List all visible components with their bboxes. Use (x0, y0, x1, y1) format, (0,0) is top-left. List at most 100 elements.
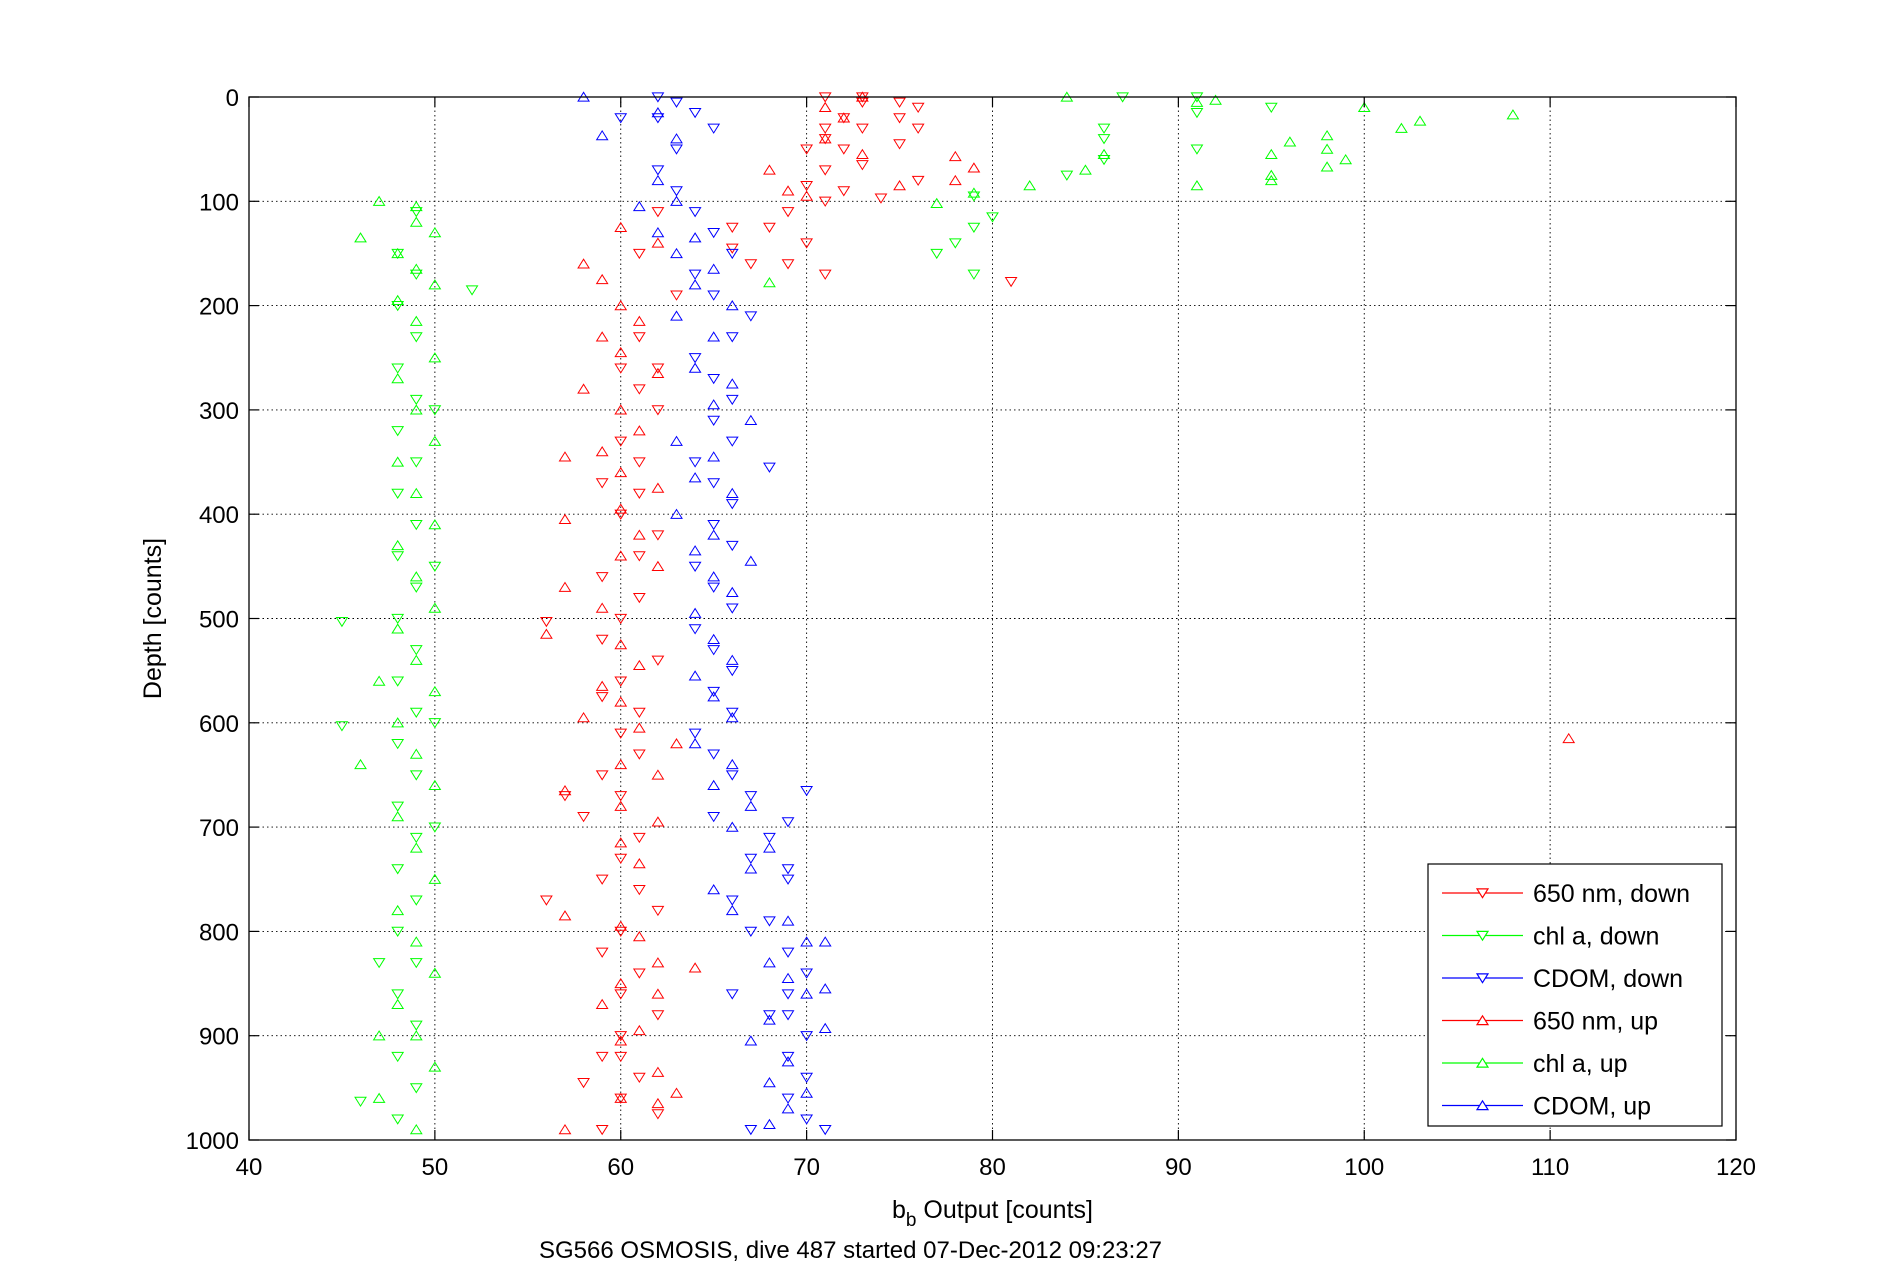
data-point (837, 186, 851, 197)
data-point (391, 1051, 405, 1063)
data-point (651, 560, 665, 571)
data-point (409, 645, 423, 656)
data-point (670, 144, 683, 155)
data-point (632, 722, 646, 733)
data-point (725, 248, 739, 260)
data-point (818, 1022, 832, 1034)
data-point (670, 133, 683, 144)
data-point (409, 958, 423, 969)
data-point (632, 248, 646, 260)
data-point (539, 628, 553, 639)
data-point (409, 332, 423, 343)
data-point (409, 315, 423, 326)
data-point (651, 1097, 665, 1109)
data-point (651, 405, 665, 416)
data-point (614, 800, 628, 811)
data-point (725, 654, 739, 665)
data-point (651, 113, 665, 124)
data-point (539, 617, 553, 628)
data-point (781, 972, 795, 983)
data-point (354, 232, 367, 243)
data-point (632, 315, 646, 326)
series-cdom-down (614, 92, 832, 1136)
data-point (725, 378, 739, 389)
data-point (614, 466, 628, 478)
data-point (391, 989, 405, 1000)
data-point (614, 728, 628, 739)
series-650-nm-up (539, 91, 1576, 1135)
data-point (688, 457, 702, 468)
data-point (707, 373, 721, 385)
data-point (725, 586, 739, 598)
data-point (595, 273, 609, 285)
y-axis-label: Depth [counts] (139, 538, 167, 699)
data-point (577, 812, 590, 823)
legend-marker (1475, 973, 1490, 984)
data-point (763, 957, 776, 968)
data-point (1395, 122, 1408, 133)
data-point (409, 748, 423, 759)
data-point (707, 290, 721, 301)
data-point (967, 269, 981, 280)
data-point (707, 227, 721, 239)
data-point (818, 196, 832, 207)
data-point (725, 436, 739, 447)
data-point (651, 905, 665, 917)
data-point (391, 426, 405, 437)
x-tick-label: 60 (607, 1154, 634, 1181)
data-point (725, 821, 739, 832)
data-point (409, 200, 423, 212)
data-point (893, 113, 906, 124)
x-axis-label-subscript: b (906, 1210, 917, 1231)
data-point (614, 613, 628, 625)
data-point (707, 571, 721, 582)
data-point (651, 207, 665, 218)
y-tick-label: 300 (199, 398, 239, 425)
data-point (967, 191, 981, 202)
x-axis-label-rest: Output [counts] (916, 1196, 1093, 1224)
data-point (967, 222, 981, 233)
data-point (967, 162, 981, 173)
data-point (688, 353, 702, 364)
data-point (818, 133, 832, 144)
data-point (651, 988, 665, 999)
data-point (763, 164, 776, 175)
data-point (595, 874, 609, 885)
data-point (391, 551, 405, 562)
data-point (651, 237, 665, 248)
data-point (409, 571, 423, 582)
data-point (651, 174, 665, 186)
x-tick-label: 50 (422, 1154, 449, 1181)
data-point (391, 926, 405, 938)
data-point (670, 310, 683, 321)
data-point (614, 989, 628, 1000)
data-point (614, 436, 628, 447)
data-point (670, 97, 683, 108)
data-point (651, 107, 665, 118)
data-point (651, 165, 665, 176)
data-point (688, 545, 702, 556)
data-point (763, 1010, 776, 1021)
data-point (725, 758, 739, 770)
data-point (707, 263, 721, 274)
data-point (744, 800, 758, 811)
data-point (409, 216, 423, 227)
data-point (707, 633, 721, 644)
data-point (1357, 101, 1371, 113)
data-point (428, 226, 442, 238)
data-point (855, 97, 869, 108)
data-point (391, 717, 405, 728)
data-point (948, 238, 962, 249)
y-tick-label: 0 (226, 85, 239, 112)
data-point (372, 195, 386, 206)
data-point (744, 926, 758, 938)
data-point (614, 696, 628, 707)
data-point (632, 930, 646, 942)
data-point (651, 226, 665, 238)
data-point (707, 399, 721, 410)
data-point (614, 363, 628, 374)
data-point (391, 811, 405, 822)
data-point (763, 462, 776, 473)
data-point (651, 769, 665, 780)
data-point (409, 832, 423, 844)
